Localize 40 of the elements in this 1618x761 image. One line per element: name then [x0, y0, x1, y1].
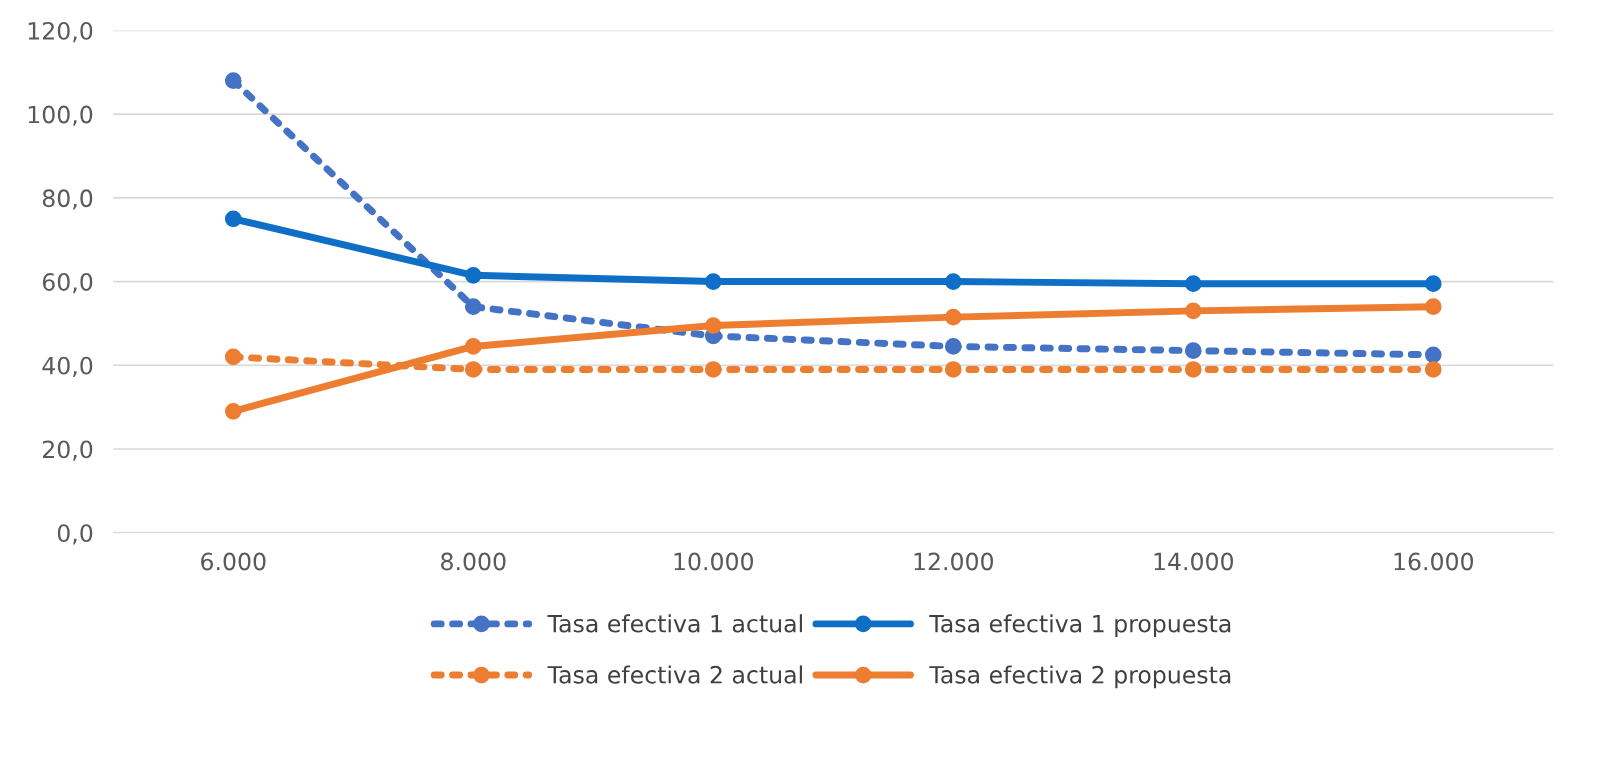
point [464, 298, 482, 316]
point [224, 210, 242, 228]
x-tick-label: 12.000 [914, 552, 994, 571]
point [224, 402, 242, 420]
y-tick-label: 100,0 [28, 105, 93, 126]
point [944, 338, 962, 355]
x-tick-label: 16.000 [1394, 552, 1474, 571]
point [944, 273, 962, 290]
point [704, 317, 722, 334]
point [464, 266, 482, 284]
point [1424, 346, 1442, 364]
point [944, 361, 962, 378]
y-tick-label: 40,0 [42, 356, 93, 377]
y-tick-label: 80,0 [42, 189, 93, 210]
point [704, 361, 722, 378]
legend-label: Tasa efectiva 2 propuesta [929, 665, 1231, 689]
point [1184, 342, 1202, 359]
x-tick-label: 10.000 [674, 552, 754, 571]
y-tick-label: 120,0 [28, 21, 93, 43]
point [1184, 302, 1202, 320]
point [1184, 275, 1202, 292]
y-tick-label: 60,0 [42, 273, 93, 294]
point [944, 308, 962, 326]
point [464, 361, 482, 378]
y-tick-label: 0,0 [57, 524, 93, 545]
point [1424, 275, 1442, 292]
point [1184, 361, 1202, 378]
point [704, 273, 722, 290]
x-tick-label: 6.000 [201, 552, 266, 571]
point [224, 348, 242, 366]
x-tick-label: 14.000 [1154, 552, 1234, 571]
point [224, 72, 242, 89]
legend-label: Tasa efectiva 1 propuesta [929, 614, 1231, 638]
y-tick-label: 20,0 [42, 440, 93, 461]
legend-label: Tasa efectiva 2 actual [547, 665, 802, 684]
point [1424, 361, 1442, 378]
point [1424, 298, 1442, 316]
legend-label: Tasa efectiva 1 actual [547, 614, 802, 633]
x-tick-label: 8.000 [441, 552, 506, 571]
point [464, 338, 482, 355]
